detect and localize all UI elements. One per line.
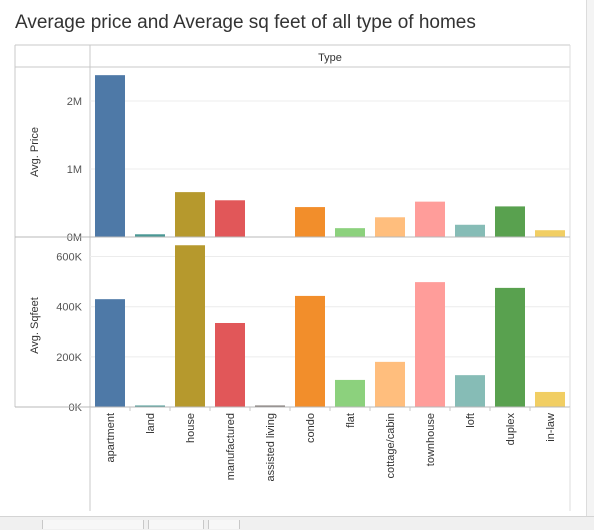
bar-sqfeet-townhouse: [415, 282, 445, 407]
bar-price-flat: [335, 228, 365, 237]
y-axis-title: Avg. Sqfeet: [29, 297, 41, 354]
scrollbar-track[interactable]: [586, 0, 594, 516]
column-header-label: Type: [318, 52, 342, 64]
y-tick-label: 200K: [56, 352, 82, 364]
bar-sqfeet-condo: [295, 295, 325, 407]
x-category-label: flat: [345, 413, 357, 428]
bar-sqfeet-apartment: [95, 299, 125, 407]
bar-sqfeet-duplex: [495, 287, 525, 407]
bar-sqfeet-assisted-living: [255, 405, 285, 407]
bar-price-manufactured: [215, 200, 245, 237]
y-tick-label: 400K: [56, 302, 82, 314]
bar-price-house: [175, 192, 205, 237]
bar-price-in-law: [535, 230, 565, 237]
bar-sqfeet-house: [175, 245, 205, 407]
bar-price-loft: [455, 224, 485, 237]
bar-price-apartment: [95, 75, 125, 237]
bar-price-land: [135, 234, 165, 237]
bar-price-townhouse: [415, 201, 445, 237]
bar-sqfeet-in-law: [535, 391, 565, 407]
x-category-label: assisted living: [265, 413, 277, 481]
bar-sqfeet-land: [135, 405, 165, 407]
sheet-tab[interactable]: [148, 520, 204, 529]
x-category-label: in-law: [545, 413, 557, 442]
bar-sqfeet-loft: [455, 375, 485, 407]
y-axis-title: Avg. Price: [29, 127, 41, 177]
bar-sqfeet-flat: [335, 379, 365, 407]
x-category-label: cottage/cabin: [385, 413, 397, 478]
chart-title: Average price and Average sq feet of all…: [15, 12, 476, 33]
bar-price-cottage-cabin: [375, 217, 405, 237]
x-category-label: condo: [305, 413, 317, 443]
bar-sqfeet-manufactured: [215, 322, 245, 407]
y-tick-label: 0M: [67, 232, 82, 244]
y-tick-label: 1M: [67, 164, 82, 176]
y-tick-label: 2M: [67, 96, 82, 108]
sheet-tab[interactable]: [42, 520, 144, 529]
bar-sqfeet-cottage-cabin: [375, 361, 405, 407]
sheet-tab[interactable]: [208, 520, 240, 529]
bar-price-duplex: [495, 206, 525, 237]
bar-price-condo: [295, 207, 325, 237]
y-tick-label: 0K: [69, 402, 83, 414]
y-tick-label: 600K: [56, 252, 82, 264]
x-category-label: house: [185, 413, 197, 443]
x-category-label: manufactured: [225, 413, 237, 480]
x-category-label: loft: [465, 413, 477, 428]
x-category-label: townhouse: [425, 413, 437, 466]
x-category-label: duplex: [505, 413, 517, 446]
x-category-label: land: [145, 413, 157, 434]
x-category-label: apartment: [105, 413, 117, 463]
